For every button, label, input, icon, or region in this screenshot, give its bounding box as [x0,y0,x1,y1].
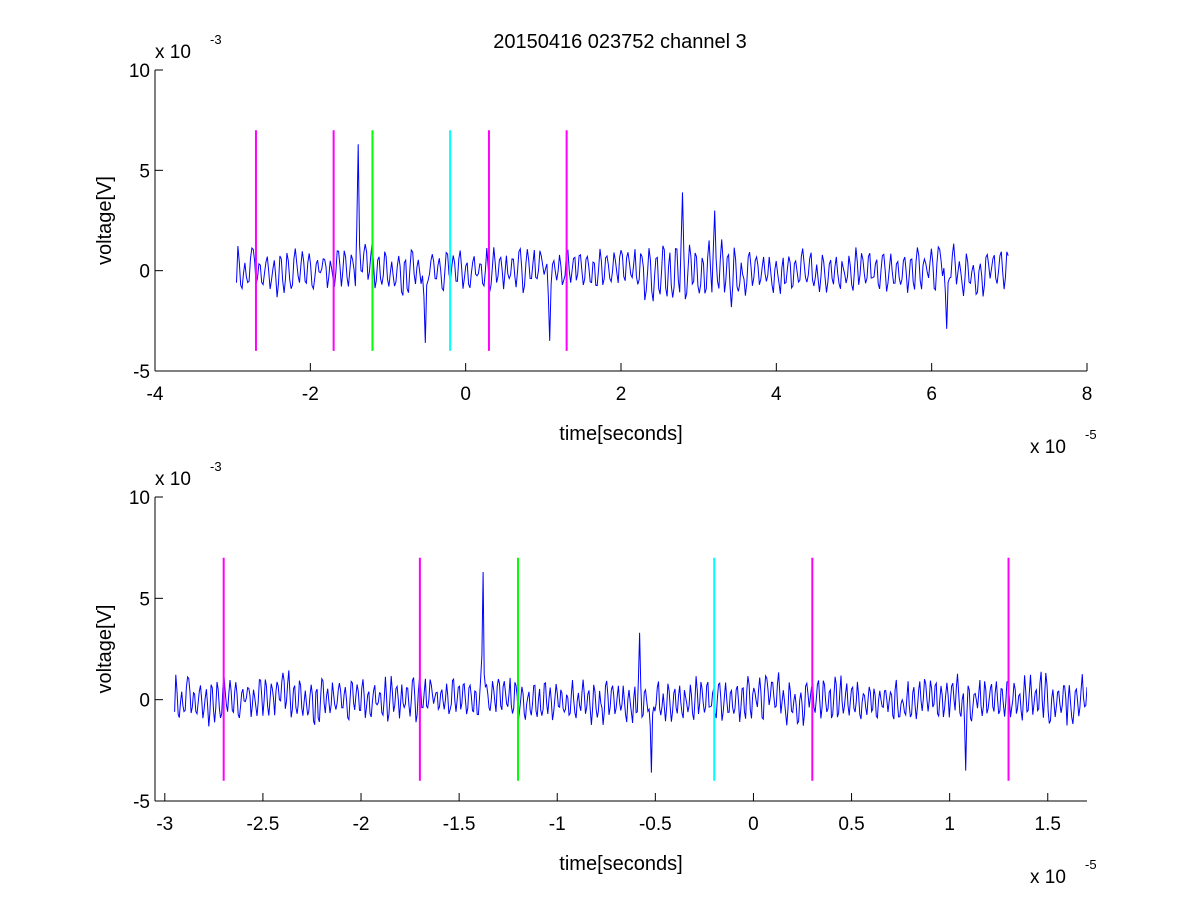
y-tick-label: 5 [139,161,150,182]
x-tick-label: 0 [460,384,471,405]
y-tick-label: -5 [133,362,150,383]
signal-series-line [236,144,1009,343]
y-tick-label: 5 [139,589,150,610]
x-tick-label: 2 [616,384,627,405]
x-tick-label: -4 [147,384,164,405]
x-tick-label: -2 [302,384,319,405]
bottom-plot: -3 -2.5 -2 -1.5 -1 -0.5 0 0.5 1 1.5 -5 0 5 10 time[sec… [94,459,1097,888]
x-exponent-power: -5 [1085,857,1097,872]
x-exponent-power: -5 [1085,427,1097,442]
x-tick-label: 6 [926,384,937,405]
x-tick-label: -0.5 [639,814,672,835]
y-tick-label: -5 [133,792,150,813]
y-axis-label: voltage[V] [94,605,116,694]
y-exponent-label: x 10 [155,469,191,490]
x-tick-label: 4 [771,384,782,405]
y-tick-label: 10 [129,61,150,82]
y-tick-label: 0 [139,691,150,712]
y-exponent-power: -3 [210,32,222,47]
x-tick-label: 8 [1082,384,1093,405]
x-tick-label: -1.5 [443,814,476,835]
y-exponent-power: -3 [210,459,222,474]
chart-title: 20150416 023752 channel 3 [493,31,747,53]
x-tick-label: -2 [353,814,370,835]
x-exponent-label: x 10 [1030,867,1066,888]
x-tick-label: 1 [944,814,955,835]
x-tick-label: 1.5 [1035,814,1061,835]
y-axis-label: voltage[V] [94,176,116,265]
x-tick-label: -3 [156,814,173,835]
x-tick-label: -1 [549,814,566,835]
x-tick-label: -2.5 [247,814,280,835]
x-exponent-label: x 10 [1030,437,1066,458]
x-axis-label: time[seconds] [559,423,682,445]
y-tick-label: 10 [129,488,150,509]
x-tick-label: 0.5 [838,814,864,835]
y-tick-label: 0 [139,262,150,283]
top-plot: -4 -2 0 2 4 6 8 -5 0 5 10 time[seconds] voltage[V] x … [94,32,1097,458]
y-exponent-label: x 10 [155,42,191,63]
x-tick-label: 0 [748,814,759,835]
signal-series-line [174,571,1087,773]
x-axis-label: time[seconds] [559,853,682,875]
